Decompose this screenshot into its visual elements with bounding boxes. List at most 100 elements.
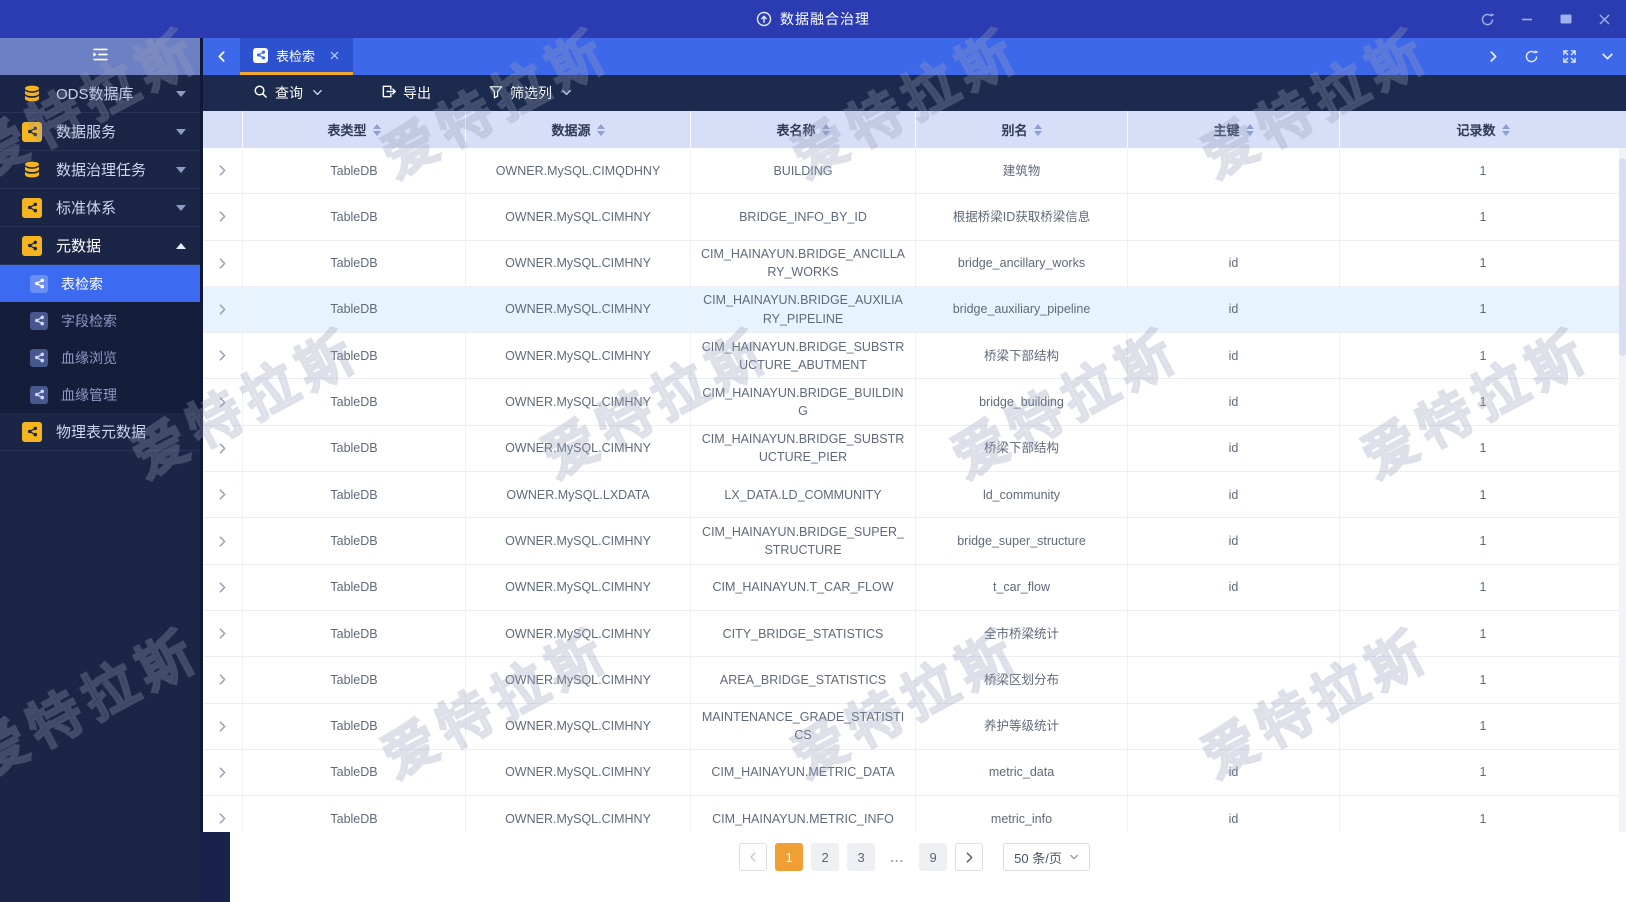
table-row[interactable]: TableDB OWNER.MySQL.CIMHNY CIM_HAINAYUN.BR…: [203, 240, 1626, 287]
sidebar-item[interactable]: 元数据: [0, 227, 200, 265]
sort-icon[interactable]: [1501, 123, 1510, 136]
query-label: 查询: [275, 85, 303, 101]
page-size-select[interactable]: 50 条/页: [1003, 843, 1090, 871]
table-row[interactable]: TableDB OWNER.MySQL.CIMHNY AREA_BRIDGE_STA…: [203, 657, 1626, 704]
column-header[interactable]: 记录数: [1340, 111, 1626, 148]
pagination-prev-icon[interactable]: [739, 843, 768, 871]
minimize-icon[interactable]: [1507, 0, 1546, 38]
sort-icon[interactable]: [1033, 123, 1042, 136]
row-expand-icon[interactable]: [203, 240, 243, 286]
table-cell: 根据桥梁ID获取桥梁信息: [916, 194, 1128, 240]
table-cell: TableDB: [243, 657, 466, 703]
pagination-ellipsis[interactable]: ...: [890, 849, 905, 865]
table-cell: 1: [1479, 163, 1487, 178]
row-expand-icon[interactable]: [203, 703, 243, 749]
sort-icon[interactable]: [1245, 123, 1254, 136]
pagination-next-icon[interactable]: [955, 843, 984, 871]
sidebar-subitem[interactable]: 血缘管理: [0, 376, 200, 413]
column-header[interactable]: 表类型: [243, 111, 466, 148]
table-row[interactable]: TableDB OWNER.MySQL.CIMHNY CIM_HAINAYUN.ME…: [203, 749, 1626, 797]
table-cell: [1128, 657, 1340, 703]
table-cell: [1128, 148, 1340, 194]
refresh-icon[interactable]: [1468, 0, 1507, 38]
tabs-scroll-left-icon[interactable]: [203, 38, 240, 75]
sidebar-item[interactable]: 数据治理任务: [0, 151, 200, 189]
table-row[interactable]: TableDB OWNER.MySQL.CIMHNY CIM_HAINAYUN.BR…: [203, 333, 1626, 380]
sidebar-item[interactable]: ODS数据库: [0, 75, 200, 113]
table-row[interactable]: TableDB OWNER.MySQL.CIMHNY CIM_HAINAYUN.T_…: [203, 564, 1626, 611]
refresh-tab-icon[interactable]: [1512, 38, 1550, 75]
table-row[interactable]: TableDB OWNER.MySQL.CIMHNY CITY_BRIDGE_STA…: [203, 610, 1626, 658]
search-icon: [253, 84, 268, 102]
sort-icon[interactable]: [372, 123, 381, 136]
query-button[interactable]: 查询: [253, 83, 323, 103]
row-expand-icon[interactable]: [203, 749, 243, 796]
maximize-icon[interactable]: [1546, 0, 1585, 38]
table-cell: TableDB: [243, 379, 466, 425]
column-header[interactable]: 表名称: [691, 111, 916, 148]
table-row[interactable]: TableDB OWNER.MySQL.CIMHNY BRIDGE_INFO_BY_…: [203, 194, 1626, 241]
tabs-scroll-right-icon[interactable]: [1474, 38, 1512, 75]
fullscreen-icon[interactable]: [1550, 38, 1588, 75]
table-cell: CIM_HAINAYUN.BRIDGE_ANCILLARY_WORKS: [691, 240, 916, 286]
sidebar-item[interactable]: 物理表元数据: [0, 413, 200, 451]
tab-table-search[interactable]: 表检索: [240, 38, 354, 75]
row-expand-icon[interactable]: [203, 518, 243, 564]
table-cell: OWNER.MySQL.CIMHNY: [466, 796, 691, 832]
pagination-page-button[interactable]: 9: [919, 843, 948, 871]
sidebar-subitem[interactable]: 血缘浏览: [0, 339, 200, 376]
table-cell: 桥梁下部结构: [916, 333, 1128, 379]
table-cell: bridge_building: [916, 379, 1128, 425]
table-row[interactable]: TableDB OWNER.MySQL.CIMQDHNY BUILDING 建筑物 1: [203, 148, 1626, 195]
sidebar-subitem[interactable]: 表检索: [0, 265, 200, 302]
filter-columns-button[interactable]: 筛选列: [489, 83, 572, 103]
database-icon: [22, 84, 42, 104]
sidebar-subitem[interactable]: 字段检索: [0, 302, 200, 339]
sidebar-item-label: 数据治理任务: [56, 162, 147, 179]
sort-icon[interactable]: [821, 123, 830, 136]
row-expand-icon[interactable]: [203, 333, 243, 379]
close-icon[interactable]: [1585, 0, 1624, 38]
scrollbar-thumb[interactable]: [1619, 158, 1626, 356]
pagination-page-button[interactable]: 1: [775, 843, 804, 871]
sidebar-item-label: 数据服务: [56, 124, 117, 141]
pagination-page-button[interactable]: 2: [811, 843, 840, 871]
column-header[interactable]: 主键: [1128, 111, 1340, 148]
chevron-down-icon[interactable]: [1588, 38, 1626, 75]
row-expand-icon[interactable]: [203, 286, 243, 333]
row-expand-icon[interactable]: [203, 564, 243, 610]
table-cell: OWNER.MySQL.CIMHNY: [466, 610, 691, 657]
table-row[interactable]: TableDB OWNER.MySQL.CIMHNY CIM_HAINAYUN.ME…: [203, 796, 1626, 832]
column-header[interactable]: 别名: [916, 111, 1128, 148]
sort-icon[interactable]: [596, 123, 605, 136]
table-cell: 桥梁区划分布: [916, 657, 1128, 703]
sidebar-collapse-button[interactable]: [0, 38, 200, 75]
pagination-page-button[interactable]: 3: [847, 843, 876, 871]
row-expand-icon[interactable]: [203, 796, 243, 832]
table-row[interactable]: TableDB OWNER.MySQL.CIMHNY CIM_HAINAYUN.BR…: [203, 425, 1626, 473]
vertical-scrollbar[interactable]: [1619, 148, 1626, 832]
table-row[interactable]: TableDB OWNER.MySQL.CIMHNY CIM_HAINAYUN.BR…: [203, 379, 1626, 426]
tab-close-icon[interactable]: [329, 50, 340, 61]
share-icon: [30, 311, 48, 330]
row-expand-icon[interactable]: [203, 148, 243, 194]
row-expand-icon[interactable]: [203, 425, 243, 472]
share-icon: [22, 421, 42, 442]
row-expand-icon[interactable]: [203, 379, 243, 425]
table-row[interactable]: TableDB OWNER.MySQL.CIMHNY CIM_HAINAYUN.BR…: [203, 286, 1626, 334]
export-button[interactable]: 导出: [381, 83, 431, 103]
table-row[interactable]: TableDB OWNER.MySQL.CIMHNY MAINTENANCE_GRA…: [203, 703, 1626, 750]
row-expand-icon[interactable]: [203, 610, 243, 657]
row-expand-icon[interactable]: [203, 472, 243, 518]
sidebar-item[interactable]: 标准体系: [0, 189, 200, 227]
page-size-label: 50 条/页: [1014, 850, 1062, 866]
sidebar-item[interactable]: 数据服务: [0, 113, 200, 151]
expand-column-header: [203, 111, 243, 148]
table-cell: id: [1128, 240, 1340, 286]
column-header[interactable]: 数据源: [466, 111, 691, 148]
app-title-wrap: 数据融合治理: [756, 9, 870, 29]
row-expand-icon[interactable]: [203, 194, 243, 240]
row-expand-icon[interactable]: [203, 657, 243, 703]
table-row[interactable]: TableDB OWNER.MySQL.CIMHNY CIM_HAINAYUN.BR…: [203, 518, 1626, 565]
table-row[interactable]: TableDB OWNER.MySQL.LXDATA LX_DATA.LD_COMM…: [203, 472, 1626, 519]
